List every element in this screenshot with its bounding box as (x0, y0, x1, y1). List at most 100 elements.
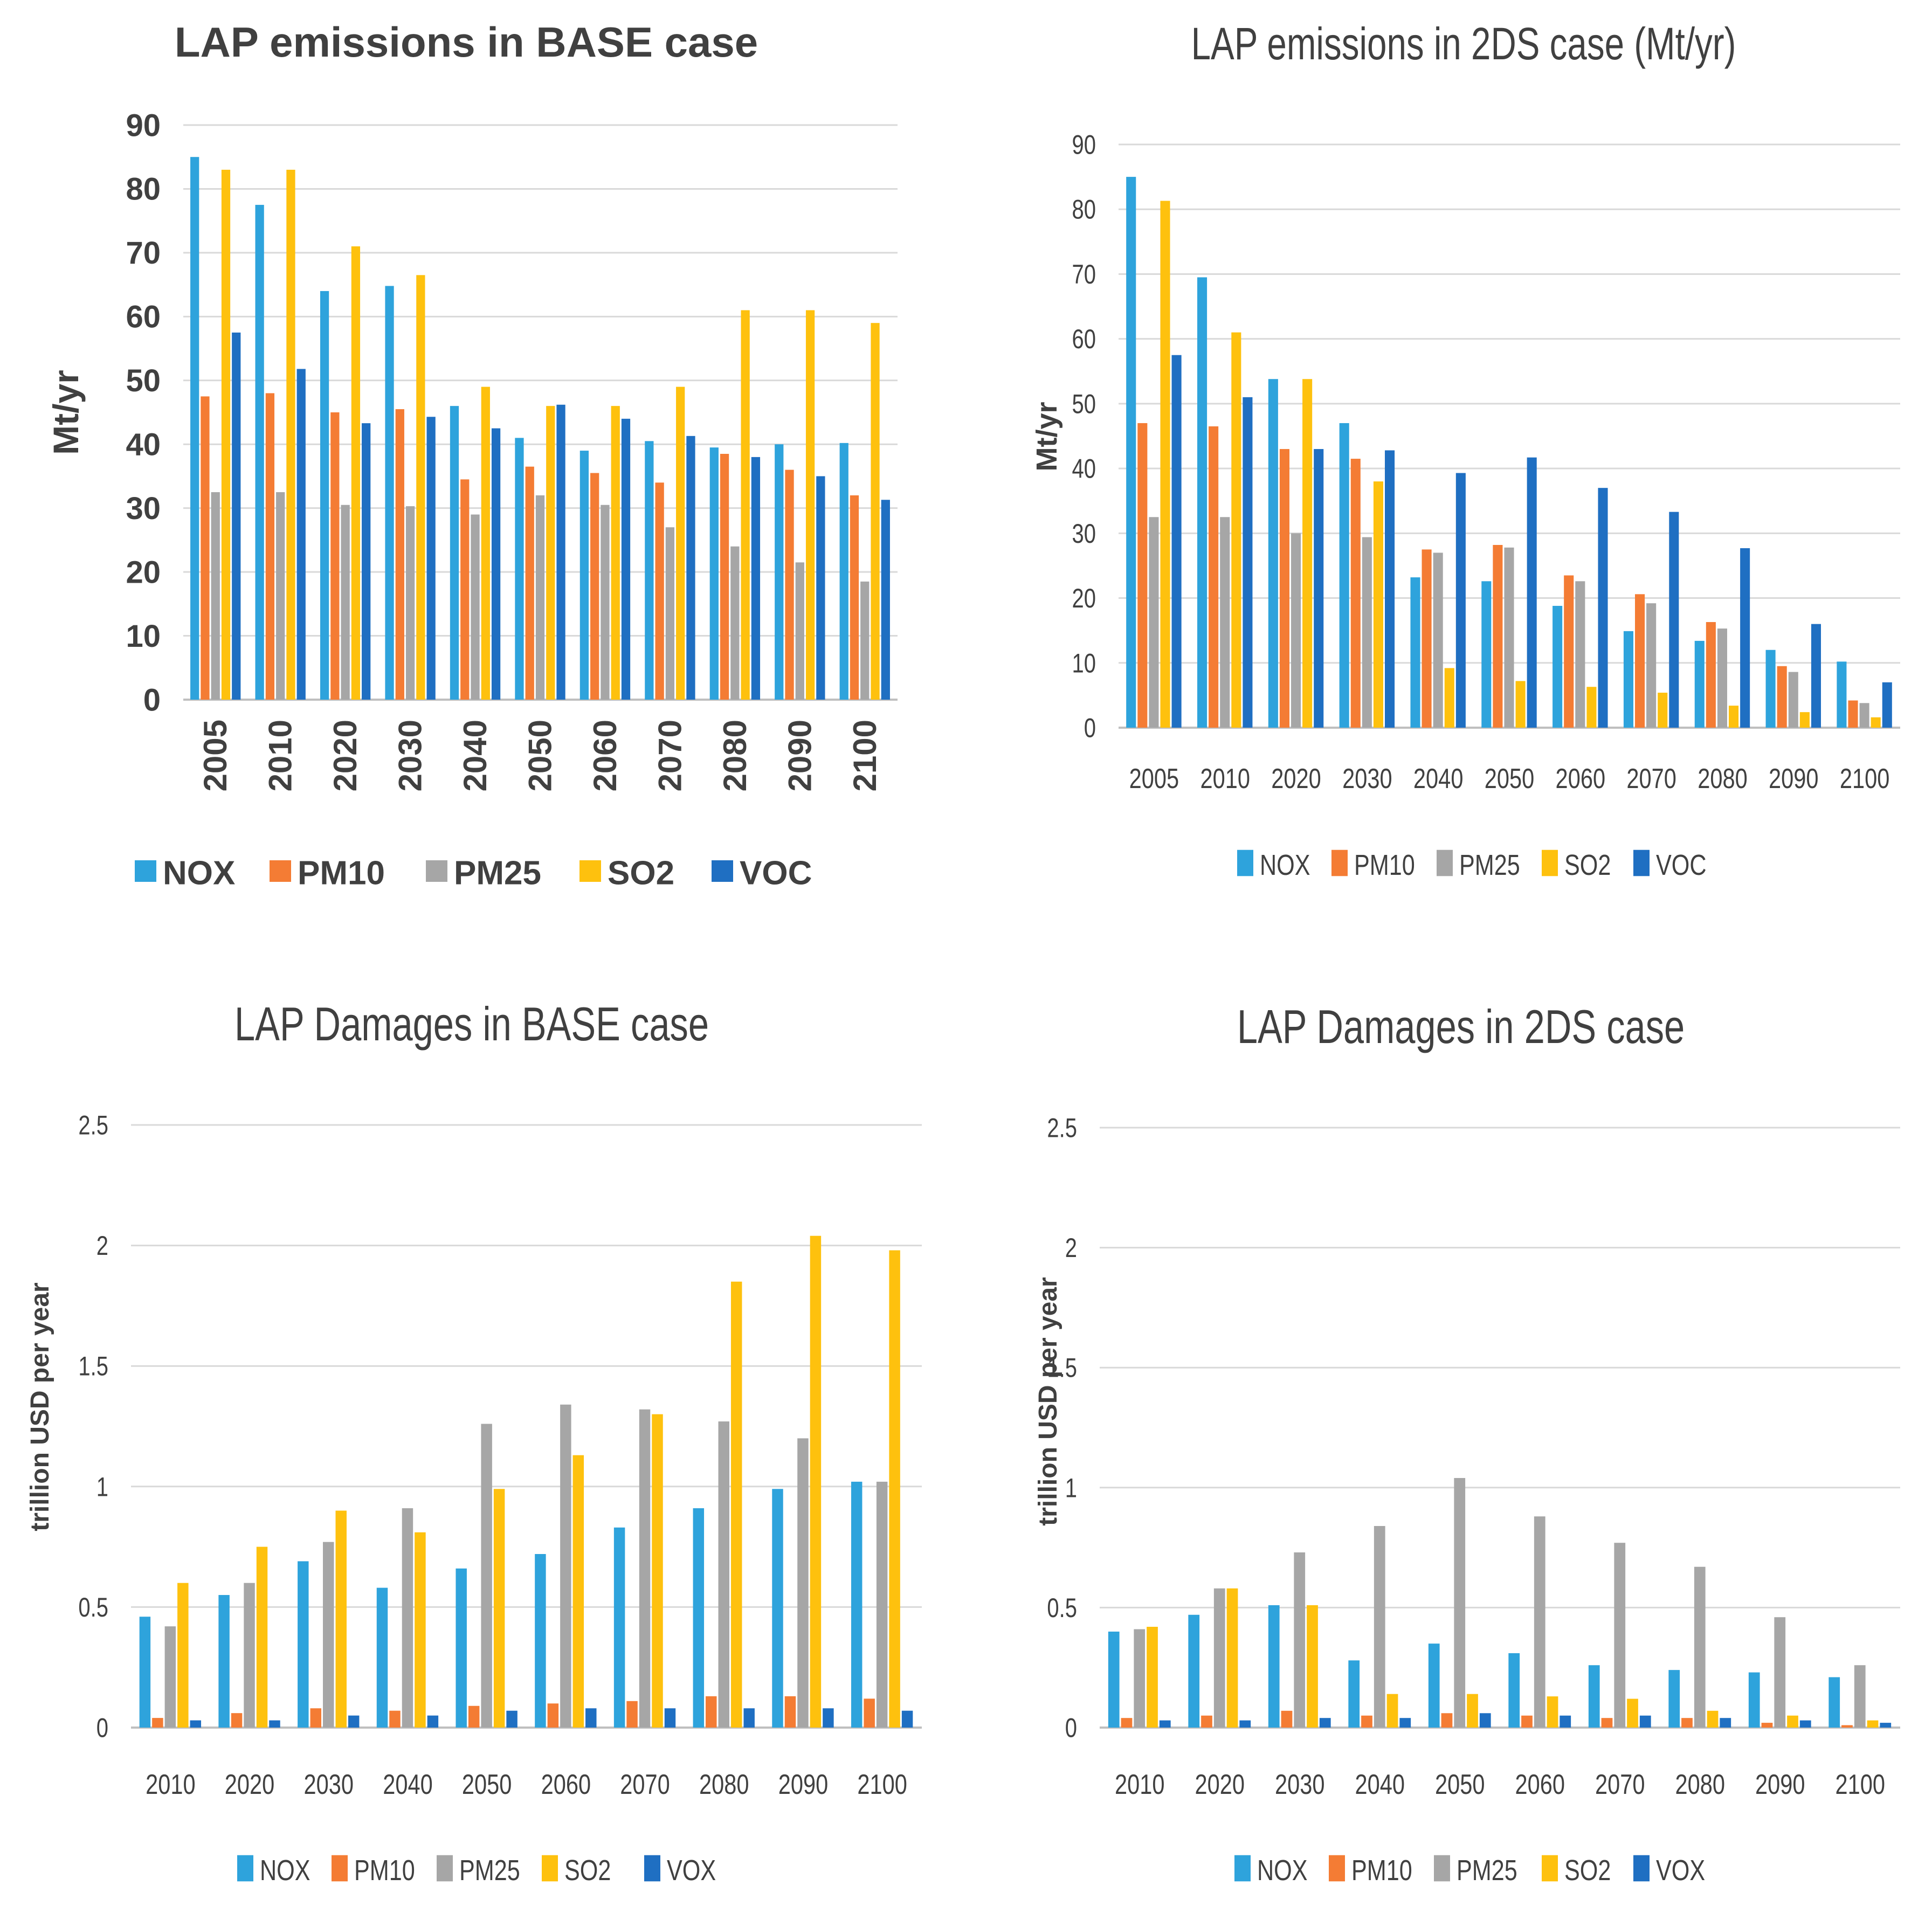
bar-so2-2070 (1627, 1698, 1638, 1728)
bar-pm25-2080 (718, 1421, 729, 1728)
legend-swatch-nox (1237, 850, 1253, 876)
x-tick-label: 2040 (1355, 1769, 1405, 1800)
y-tick-label: 10 (126, 619, 161, 654)
bar-so2-2040 (1386, 1694, 1398, 1728)
y-tick-label: 1.5 (78, 1351, 108, 1381)
bar-so2-2005 (1160, 201, 1170, 728)
bar-nox-2060 (535, 1554, 546, 1728)
bar-pm25-2010 (1134, 1629, 1146, 1728)
bar-voc-2060 (621, 418, 631, 700)
bar-so2-2050 (546, 406, 555, 700)
legend-swatch-vox (644, 1855, 660, 1882)
bar-voc-2050 (1527, 457, 1537, 728)
bar-pm10-2020 (1201, 1715, 1212, 1728)
bar-pm25-2010 (164, 1626, 176, 1728)
bar-vox-2090 (823, 1708, 834, 1728)
y-tick-label: 0 (96, 1712, 108, 1743)
bar-nox-2100 (851, 1481, 862, 1728)
bar-pm25-2050 (535, 495, 545, 700)
bar-so2-2060 (572, 1455, 584, 1728)
bar-voc-2070 (686, 436, 695, 700)
y-tick-label: 1 (1065, 1473, 1077, 1503)
bar-nox-2070 (645, 441, 654, 700)
bar-nox-2090 (775, 444, 784, 700)
bar-voc-2010 (1243, 397, 1253, 728)
bar-pm10-2030 (310, 1708, 322, 1728)
bar-pm25-2020 (341, 505, 350, 700)
bar-pm10-2070 (1635, 594, 1645, 728)
bar-nox-2040 (376, 1587, 388, 1728)
y-axis-label: Mt/yr (1031, 402, 1063, 471)
bar-pm25-2040 (1433, 553, 1443, 728)
legend-label-nox: NOX (163, 854, 235, 892)
bar-so2-2100 (1871, 717, 1881, 728)
y-tick-label: 1 (96, 1472, 108, 1502)
y-tick-label: 0 (143, 682, 161, 717)
bar-nox-2050 (1481, 581, 1492, 728)
bar-pm10-2080 (720, 453, 729, 700)
bar-so2-2030 (416, 275, 425, 700)
bar-pm25-2090 (1774, 1617, 1786, 1728)
bar-voc-2100 (1882, 682, 1892, 728)
chart-emissions-2ds: LAP emissions in 2DS case (Mt/yr) 010203… (1031, 18, 1900, 881)
bar-nox-2030 (385, 286, 394, 700)
y-tick-label: 2.5 (78, 1110, 108, 1140)
bar-pm25-2090 (1788, 672, 1798, 728)
bar-nox-2040 (1348, 1660, 1360, 1728)
legend-swatch-so2 (542, 1855, 558, 1882)
bar-pm25-2090 (795, 562, 804, 700)
x-tick-label: 2070 (620, 1769, 670, 1800)
x-tick-label: 2005 (197, 720, 233, 791)
legend-label-pm10: PM10 (1354, 849, 1415, 881)
bar-pm10-2020 (231, 1713, 243, 1728)
bar-pm25-2020 (1213, 1588, 1225, 1728)
legend-swatch-vox (1633, 1855, 1650, 1882)
bar-pm10-2090 (785, 469, 794, 700)
y-tick-label: 1.5 (1047, 1352, 1077, 1383)
x-tick-label: 2080 (717, 720, 753, 791)
bar-voc-2090 (816, 476, 825, 700)
bar-pm25-2070 (1646, 603, 1657, 728)
y-tick-label: 50 (1072, 389, 1096, 419)
bar-nox-2070 (1623, 631, 1633, 728)
bar-nox-2020 (1268, 379, 1278, 728)
bar-pm10-2040 (1422, 549, 1432, 728)
y-tick-label: 90 (126, 108, 161, 143)
bar-so2-2100 (871, 323, 880, 700)
bar-nox-2040 (1410, 577, 1420, 728)
x-tick-label: 2010 (1115, 1769, 1165, 1800)
bar-nox-2090 (772, 1489, 783, 1728)
y-tick-label: 0.5 (1047, 1593, 1077, 1623)
x-tick-label: 2030 (1342, 763, 1392, 795)
bar-pm25-2060 (1534, 1516, 1545, 1728)
chart-title: LAP Damages in BASE case (234, 998, 709, 1051)
bar-pm25-2080 (730, 546, 740, 700)
bar-vox-2060 (1560, 1715, 1571, 1728)
bar-pm25-2050 (481, 1424, 492, 1728)
bar-nox-2030 (1268, 1605, 1280, 1728)
bar-pm25-2020 (1291, 533, 1301, 728)
chart-title: LAP emissions in BASE case (175, 18, 758, 66)
chart-title: LAP Damages in 2DS case (1237, 1000, 1685, 1053)
legend-label-voc: VOC (1656, 849, 1707, 881)
bar-pm25-2070 (639, 1409, 651, 1728)
y-tick-label: 70 (126, 236, 161, 271)
bar-nox-2020 (1188, 1614, 1200, 1728)
bar-vox-2070 (664, 1708, 676, 1728)
x-tick-label: 2090 (782, 720, 818, 791)
legend-label-nox: NOX (1260, 849, 1310, 881)
chart-damages-2ds: LAP Damages in 2DS case 0 0.5 1 1.5 2 2.5 tril… (1034, 1000, 1900, 1887)
legend-label-so2: SO2 (1564, 1854, 1611, 1887)
chart-emissions-base: LAP emissions in BASE case 0102030405060… (46, 18, 898, 892)
bar-pm25-2030 (1362, 537, 1372, 728)
bar-pm10-2040 (1361, 1715, 1372, 1728)
legend-label-so2: SO2 (564, 1854, 611, 1887)
y-tick-label: 60 (126, 300, 161, 335)
bar-pm25-2030 (323, 1542, 334, 1728)
bar-vox-2090 (1799, 1720, 1811, 1728)
y-axis-label: trillion USD per year (1034, 1277, 1062, 1525)
x-tick-label: 2040 (1413, 763, 1464, 795)
bar-voc-2090 (1811, 624, 1821, 728)
bar-nox-2020 (218, 1595, 230, 1728)
x-tick-label: 2030 (1275, 1769, 1325, 1800)
